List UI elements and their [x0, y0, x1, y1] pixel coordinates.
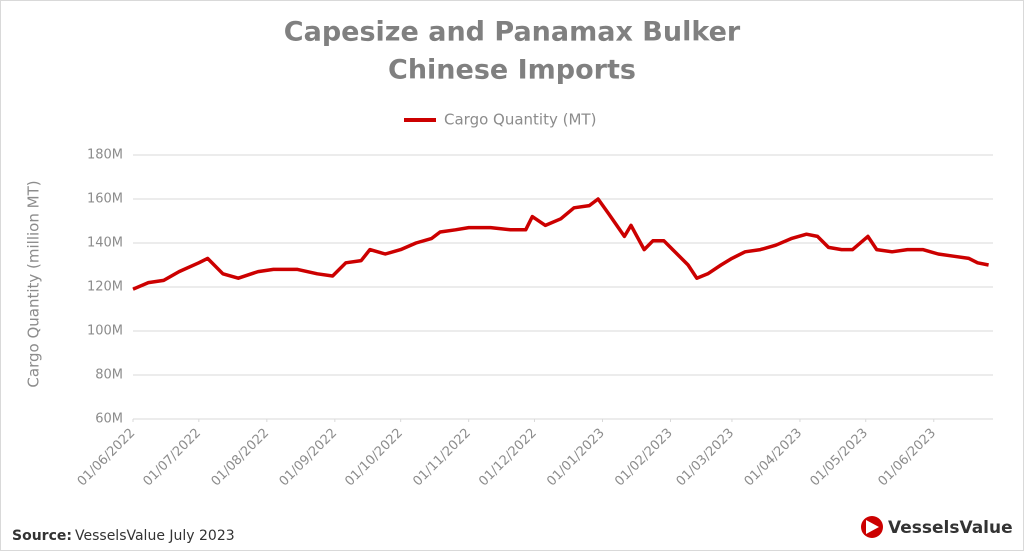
- brand-name: VesselsValue: [888, 518, 1013, 538]
- y-axis-label: Cargo Quantity (million MT): [25, 180, 43, 387]
- y-tick-label: 120M: [87, 280, 123, 295]
- y-tick-label: 100M: [87, 324, 123, 339]
- brand-logo: VesselsValue: [861, 516, 1013, 538]
- logo-mark: [866, 520, 879, 534]
- data-line: [132, 197, 989, 291]
- legend-label: Cargo Quantity (MT): [444, 111, 596, 129]
- y-tick-label: 80M: [95, 368, 123, 383]
- y-tick-label: 160M: [87, 192, 123, 207]
- source-label: Source:: [12, 528, 72, 544]
- y-tick-label: 140M: [87, 236, 123, 251]
- y-tick-label: 60M: [95, 412, 123, 427]
- chart-title: Capesize and Panamax Bulker: [284, 17, 741, 48]
- y-tick-label: 180M: [87, 148, 123, 163]
- chart-title: Chinese Imports: [388, 55, 636, 86]
- source-text: VesselsValue July 2023: [75, 528, 235, 544]
